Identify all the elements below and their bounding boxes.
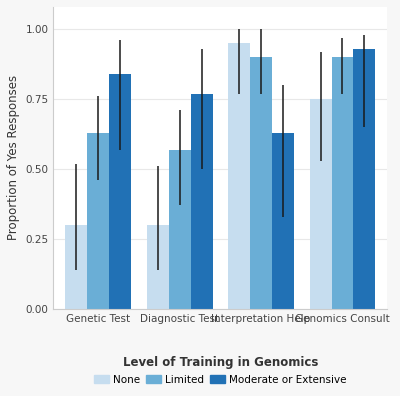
Bar <box>354 49 376 309</box>
Y-axis label: Proportion of Yes Responses: Proportion of Yes Responses <box>7 75 20 240</box>
Bar <box>191 93 213 309</box>
Bar <box>87 133 109 309</box>
Bar <box>332 57 354 309</box>
Legend: None, Limited, Moderate or Extensive: None, Limited, Moderate or Extensive <box>94 356 346 385</box>
Bar <box>272 133 294 309</box>
Bar <box>169 150 191 309</box>
Bar <box>310 99 332 309</box>
Bar <box>65 225 87 309</box>
Bar <box>250 57 272 309</box>
Bar <box>147 225 169 309</box>
Bar <box>228 43 250 309</box>
Bar <box>109 74 131 309</box>
